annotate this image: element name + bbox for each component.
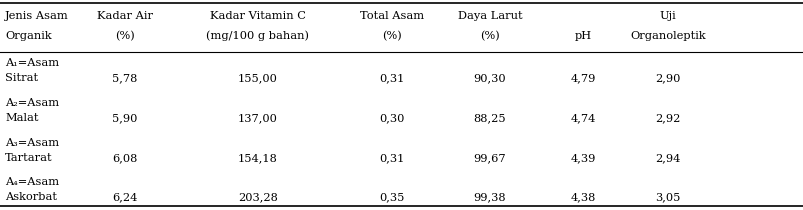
Text: 3,05: 3,05 xyxy=(654,192,680,202)
Text: Uji: Uji xyxy=(658,11,675,21)
Text: Daya Larut: Daya Larut xyxy=(457,11,522,21)
Text: 0,31: 0,31 xyxy=(379,153,404,163)
Text: A₄=Asam: A₄=Asam xyxy=(5,177,59,187)
Text: Sitrat: Sitrat xyxy=(5,73,38,83)
Text: 203,28: 203,28 xyxy=(238,192,278,202)
Text: 4,74: 4,74 xyxy=(569,113,595,123)
Text: 0,35: 0,35 xyxy=(379,192,404,202)
Text: Kadar Air: Kadar Air xyxy=(97,11,153,21)
Text: (%): (%) xyxy=(381,31,402,41)
Text: 0,31: 0,31 xyxy=(379,73,404,83)
Text: 5,90: 5,90 xyxy=(112,113,137,123)
Text: 99,67: 99,67 xyxy=(473,153,506,163)
Text: Tartarat: Tartarat xyxy=(5,153,52,163)
Text: (%): (%) xyxy=(115,31,135,41)
Text: Kadar Vitamin C: Kadar Vitamin C xyxy=(210,11,306,21)
Text: 90,30: 90,30 xyxy=(473,73,506,83)
Text: 0,30: 0,30 xyxy=(379,113,404,123)
Text: 88,25: 88,25 xyxy=(473,113,506,123)
Text: 2,92: 2,92 xyxy=(654,113,680,123)
Text: 155,00: 155,00 xyxy=(238,73,278,83)
Text: 4,38: 4,38 xyxy=(569,192,595,202)
Text: 6,08: 6,08 xyxy=(112,153,137,163)
Text: Malat: Malat xyxy=(5,113,39,123)
Text: pH: pH xyxy=(573,31,591,41)
Text: (%): (%) xyxy=(479,31,499,41)
Text: Organik: Organik xyxy=(5,31,51,41)
Text: Total Asam: Total Asam xyxy=(360,11,423,21)
Text: A₃=Asam: A₃=Asam xyxy=(5,138,59,148)
Text: 2,90: 2,90 xyxy=(654,73,680,83)
Text: Askorbat: Askorbat xyxy=(5,192,57,202)
Text: 4,79: 4,79 xyxy=(569,73,595,83)
Text: 154,18: 154,18 xyxy=(238,153,278,163)
Text: 4,39: 4,39 xyxy=(569,153,595,163)
Text: Jenis Asam: Jenis Asam xyxy=(5,11,69,21)
Text: 5,78: 5,78 xyxy=(112,73,137,83)
Text: 6,24: 6,24 xyxy=(112,192,137,202)
Text: A₂=Asam: A₂=Asam xyxy=(5,98,59,108)
Text: 99,38: 99,38 xyxy=(473,192,506,202)
Text: 137,00: 137,00 xyxy=(238,113,278,123)
Text: Organoleptik: Organoleptik xyxy=(630,31,705,41)
Text: (mg/100 g bahan): (mg/100 g bahan) xyxy=(206,31,309,41)
Text: A₁=Asam: A₁=Asam xyxy=(5,58,59,68)
Text: 2,94: 2,94 xyxy=(654,153,680,163)
